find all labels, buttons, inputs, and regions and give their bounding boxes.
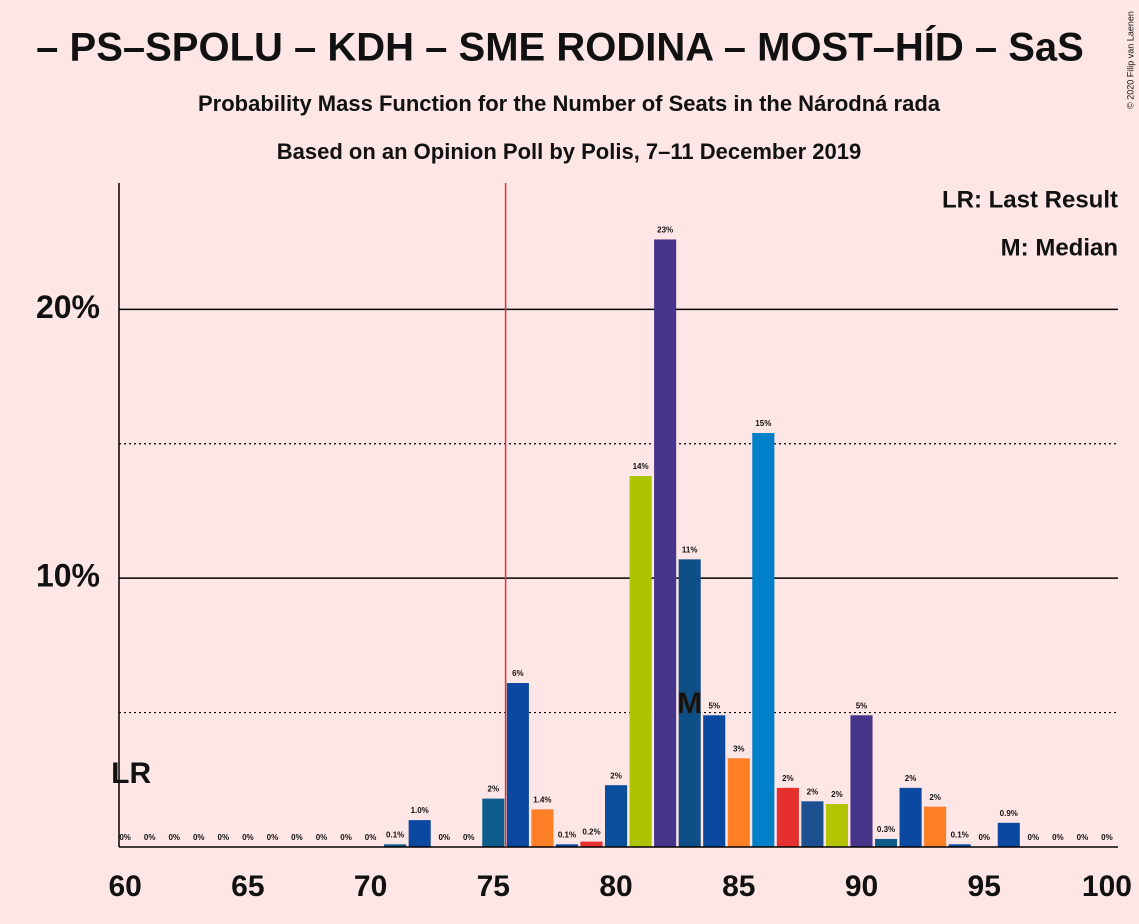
value-label: 2% <box>831 790 843 799</box>
value-label: 15% <box>755 419 771 428</box>
bar <box>531 809 554 847</box>
value-label: 0% <box>340 833 352 842</box>
copyright: © 2020 Filip van Laenen <box>1125 11 1135 109</box>
value-label: 0.1% <box>558 830 576 839</box>
value-label: 0.3% <box>877 825 895 834</box>
value-label: 0% <box>218 833 230 842</box>
value-label: 6% <box>512 669 524 678</box>
value-label: 3% <box>733 744 745 753</box>
value-label: 0% <box>1052 833 1064 842</box>
x-tick-label: 65 <box>231 870 264 903</box>
value-label: 0.9% <box>1000 809 1018 818</box>
bar <box>629 476 652 847</box>
value-label: 11% <box>682 545 698 554</box>
bar <box>580 841 603 847</box>
value-label: 2% <box>929 793 941 802</box>
value-label: 14% <box>633 462 649 471</box>
bar <box>703 715 726 847</box>
bar <box>948 844 971 847</box>
value-label: 0% <box>1101 833 1113 842</box>
value-label: 5% <box>856 701 868 710</box>
chart-title: – PS–SPOLU – KDH – SME RODINA – MOST–HÍD… <box>36 25 1084 70</box>
value-label: 0% <box>438 833 450 842</box>
value-label: 2% <box>905 774 917 783</box>
value-label: 0% <box>365 833 377 842</box>
y-tick-label: 10% <box>36 558 100 594</box>
bar <box>555 844 578 847</box>
chart-subtitle: Probability Mass Function for the Number… <box>198 91 941 116</box>
x-tick-label: 100 <box>1082 870 1132 903</box>
value-label: 0.1% <box>951 830 969 839</box>
value-label: 0% <box>193 833 205 842</box>
value-label: 0% <box>242 833 254 842</box>
bar <box>605 785 628 847</box>
bar <box>924 806 947 847</box>
value-label: 0% <box>144 833 156 842</box>
bar <box>899 787 922 847</box>
median-marker: M <box>677 687 702 720</box>
last-result-marker: LR <box>111 757 151 790</box>
legend-entry: LR: Last Result <box>942 186 1118 213</box>
value-label: 2% <box>807 787 819 796</box>
bar <box>678 559 701 847</box>
value-label: 2% <box>610 771 622 780</box>
bar <box>825 803 848 847</box>
bar <box>384 844 407 847</box>
value-label: 2% <box>488 785 500 794</box>
x-tick-label: 70 <box>354 870 387 903</box>
x-tick-label: 90 <box>845 870 878 903</box>
value-label: 2% <box>782 774 794 783</box>
value-label: 0% <box>316 833 328 842</box>
value-label: 0% <box>1028 833 1040 842</box>
legend-entry: M: Median <box>1001 234 1118 261</box>
value-label: 0% <box>267 833 279 842</box>
bar <box>408 820 431 847</box>
value-label: 0% <box>463 833 475 842</box>
x-tick-label: 80 <box>599 870 632 903</box>
x-tick-label: 85 <box>722 870 755 903</box>
bar <box>875 838 898 847</box>
y-tick-label: 20% <box>36 289 100 325</box>
value-label: 23% <box>657 226 673 235</box>
value-label: 1.0% <box>411 806 429 815</box>
value-label: 0% <box>1077 833 1089 842</box>
chart-subtitle: Based on an Opinion Poll by Polis, 7–11 … <box>277 139 861 164</box>
value-label: 0.1% <box>386 830 404 839</box>
value-label: 1.4% <box>533 795 551 804</box>
value-label: 5% <box>708 701 720 710</box>
x-tick-label: 95 <box>968 870 1001 903</box>
value-label: 0% <box>119 833 131 842</box>
x-tick-label: 60 <box>108 870 141 903</box>
bar <box>727 758 750 847</box>
value-label: 0% <box>978 833 990 842</box>
bar <box>997 822 1020 847</box>
bar <box>482 798 505 847</box>
bar <box>801 801 824 847</box>
value-label: 0% <box>168 833 180 842</box>
bar <box>776 787 799 847</box>
x-tick-label: 75 <box>477 870 510 903</box>
bar <box>850 715 873 847</box>
value-label: 0% <box>291 833 303 842</box>
value-label: 0.2% <box>582 828 600 837</box>
bar <box>506 683 529 847</box>
bar <box>752 433 775 847</box>
bar <box>654 239 677 848</box>
